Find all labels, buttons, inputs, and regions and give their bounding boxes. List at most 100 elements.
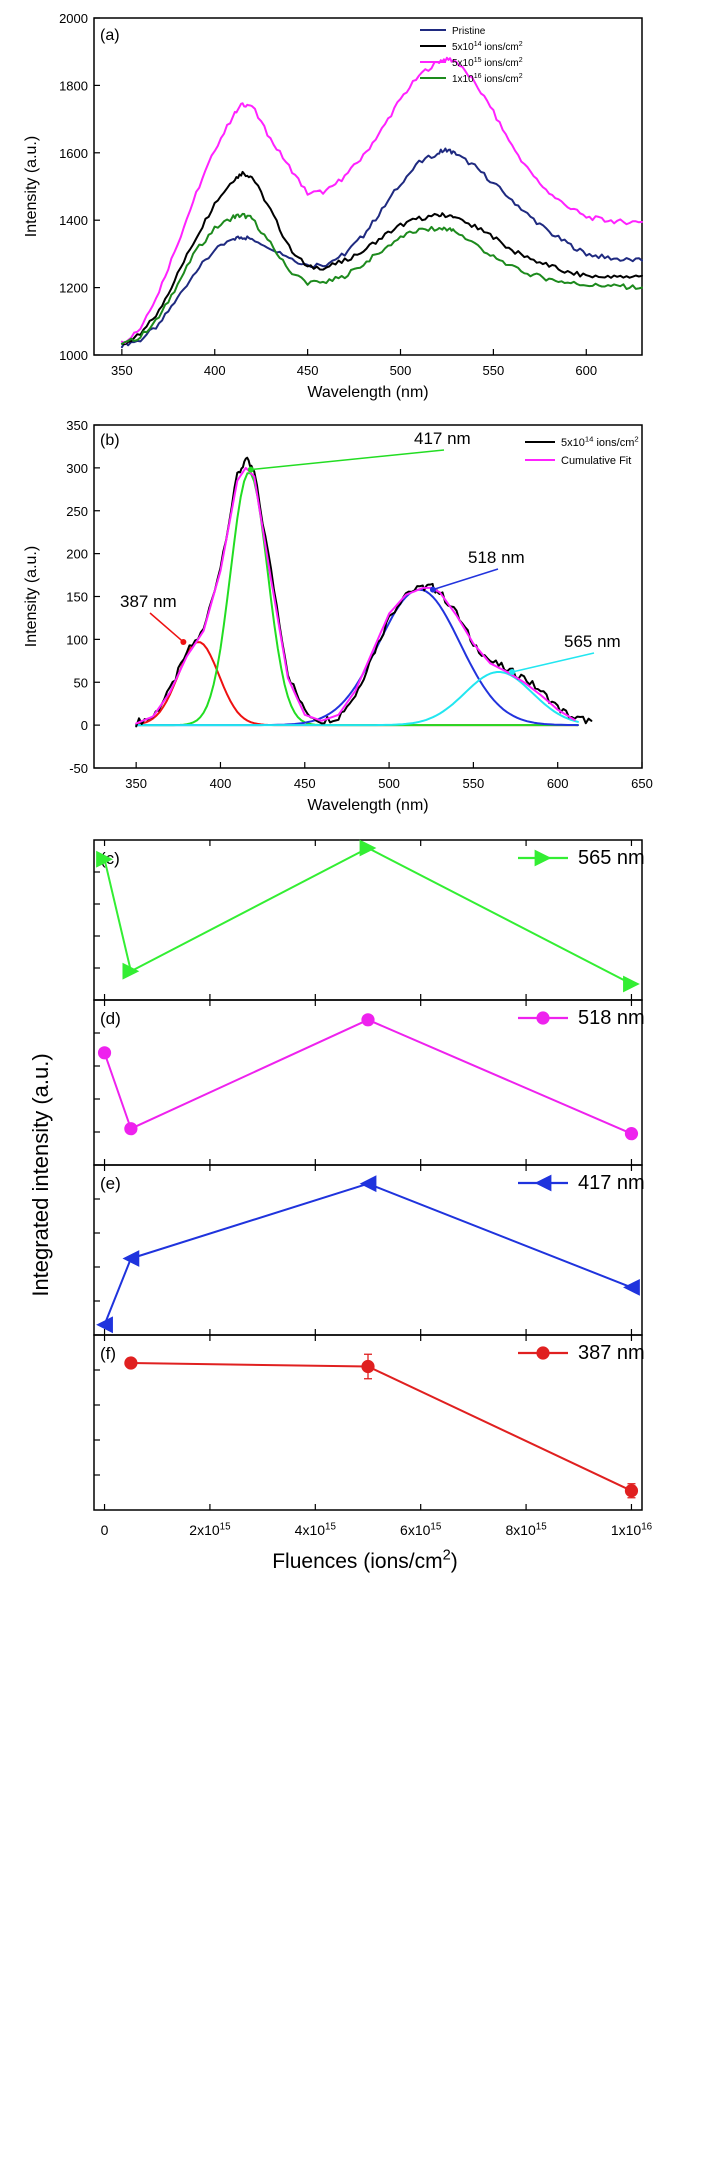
legend-label: 518 nm: [578, 1007, 645, 1029]
series-line: [135, 456, 593, 728]
x-tick-label: 8x1015: [505, 1521, 547, 1538]
x-tick-label: 0: [101, 1522, 109, 1538]
y-axis-label: Intensity (a.u.): [23, 546, 40, 647]
x-tick-label: 2x1015: [189, 1521, 231, 1538]
x-tick-label: 350: [111, 363, 133, 378]
series-line: [120, 212, 643, 345]
panel-d: (d) 518 nm: [93, 999, 645, 1166]
component-peak: [135, 671, 579, 727]
data-point: [97, 1046, 112, 1060]
data-point: [624, 1484, 639, 1498]
y-tick-label: 1000: [59, 348, 88, 363]
y-tick-label: 150: [66, 590, 88, 605]
x-tick-label: 400: [210, 776, 232, 791]
y-tick-label: 1400: [59, 213, 88, 228]
peak-annotation: 518 nm: [468, 548, 525, 567]
legend-label: 417 nm: [578, 1172, 645, 1194]
y-tick-label: 200: [66, 547, 88, 562]
data-point: [624, 1127, 639, 1141]
x-tick-label: 450: [294, 776, 316, 791]
legend-label: Pristine: [452, 26, 486, 37]
panel-label: (d): [100, 1009, 121, 1028]
panel-f: (f) 387 nm: [93, 1334, 645, 1511]
y-axis-label: Intensity (a.u.): [23, 136, 40, 237]
y-tick-label: 1200: [59, 281, 88, 296]
y-tick-label: 1600: [59, 146, 88, 161]
panel-c: (c)565 nm: [93, 839, 645, 1001]
panel-e: (e) 417 nm: [93, 1164, 645, 1336]
x-tick-label: 4x1015: [295, 1521, 337, 1538]
x-tick-label: 550: [483, 363, 505, 378]
series-line: [120, 170, 643, 346]
data-point: [534, 1174, 552, 1192]
panel-label: (a): [100, 27, 120, 44]
data-point: [534, 849, 552, 867]
annotation-arrowhead: [429, 586, 436, 593]
y-axis-label: Integrated intensity (a.u.): [28, 1053, 53, 1296]
data-point: [623, 1279, 640, 1296]
data-point: [122, 962, 140, 980]
data-point: [124, 1122, 138, 1136]
y-tick-label: 0: [81, 718, 88, 733]
x-tick-label: 500: [390, 363, 412, 378]
x-tick-label: 1x1016: [611, 1521, 653, 1538]
series-line: [103, 1182, 633, 1326]
series-line: [120, 56, 643, 344]
plot-frame: [93, 1164, 643, 1336]
series-line: [135, 466, 576, 725]
data-point: [359, 839, 377, 857]
x-tick-label: 550: [463, 776, 485, 791]
y-tick-label: 350: [66, 418, 88, 433]
x-axis-label: Wavelength (nm): [307, 384, 428, 401]
annotation-arrow: [511, 652, 595, 673]
annotation-arrowhead: [247, 466, 254, 473]
legend-label: 5x1015 ions/cm2: [452, 57, 523, 69]
x-tick-label: 600: [547, 776, 569, 791]
y-tick-label: 50: [74, 675, 88, 690]
data-point: [536, 1011, 550, 1025]
x-axis-label: Fluences (ions/cm2): [272, 1548, 458, 1573]
data-point: [124, 1356, 138, 1370]
data-point: [96, 850, 113, 868]
legend-label: 565 nm: [578, 847, 645, 869]
legend-label: 5x1014 ions/cm2: [452, 41, 523, 53]
y-tick-label: 250: [66, 504, 88, 519]
series-line: [129, 1362, 633, 1492]
peak-annotation: 387 nm: [120, 592, 177, 611]
panel-label: (e): [100, 1174, 121, 1193]
annotation-arrow: [149, 612, 184, 643]
peak-annotation: 565 nm: [564, 632, 621, 651]
series-line: [120, 147, 643, 349]
legend-label: 1x1016 ions/cm2: [452, 73, 523, 85]
legend-label: Cumulative Fit: [561, 455, 631, 467]
legend-label: 387 nm: [578, 1342, 645, 1364]
x-tick-label: 450: [297, 363, 319, 378]
peak-annotation: 417 nm: [414, 429, 471, 448]
y-tick-label: 2000: [59, 11, 88, 26]
plot-frame: [93, 839, 643, 1001]
y-tick-label: 300: [66, 461, 88, 476]
panel-a: 350 400 450 500 550 600 1000 1200 1400 1600 1800 20…: [23, 11, 643, 401]
plot-frame: [93, 1334, 643, 1511]
data-point: [96, 1316, 113, 1334]
y-tick-label: -50: [69, 761, 88, 776]
y-tick-label: 100: [66, 632, 88, 647]
x-axis-label: Wavelength (nm): [307, 797, 428, 814]
plot-frame: [93, 17, 643, 356]
component-peak: [135, 588, 579, 727]
panel-b: 350 400 450 500 550 600 650 -50 0 50 100 150 200 250 3…: [23, 418, 653, 814]
panel-label: (f): [100, 1344, 116, 1363]
y-tick-label: 1800: [59, 78, 88, 93]
panel-label: (b): [100, 432, 120, 449]
x-tick-label: 650: [631, 776, 653, 791]
data-point: [359, 1175, 377, 1193]
annotation-arrowhead: [180, 638, 187, 645]
x-tick-label: 400: [204, 363, 226, 378]
annotation-arrow: [250, 449, 445, 471]
annotation-arrow: [432, 568, 499, 591]
x-tick-label: 500: [378, 776, 400, 791]
data-point: [536, 1346, 550, 1360]
x-tick-label: 6x1015: [400, 1521, 442, 1538]
x-tick-label: 350: [125, 776, 147, 791]
